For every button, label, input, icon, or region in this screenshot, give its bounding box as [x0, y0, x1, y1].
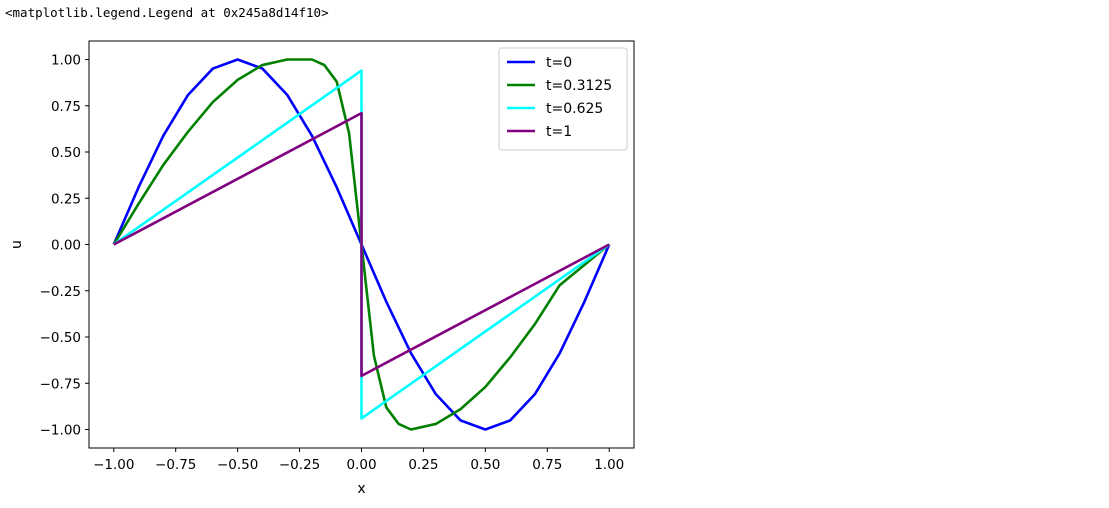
x-tick-label: −0.25 — [279, 457, 320, 473]
y-tick-label: 0.00 — [51, 238, 81, 254]
y-tick-label: −0.25 — [40, 284, 81, 300]
x-tick-label: 0.75 — [532, 457, 562, 473]
x-tick-label: 1.00 — [594, 457, 624, 473]
y-tick-label: −0.50 — [40, 330, 81, 346]
y-tick-label: 1.00 — [51, 53, 81, 69]
x-tick-label: −0.50 — [217, 457, 258, 473]
y-tick-label: −1.00 — [40, 423, 81, 439]
legend-label-3: t=1 — [546, 124, 572, 140]
legend-box — [498, 47, 628, 151]
y-ticks: −1.00 −0.75 −0.50 −0.25 0.00 0.25 0.50 0.75 1.00 — [40, 53, 89, 439]
x-tick-label: 0.25 — [408, 457, 438, 473]
legend-label-1: t=0.3125 — [546, 78, 612, 94]
series-line-3 — [113, 111, 610, 378]
legend: t=0 t=0.3125 t=0.625 t=1 — [498, 47, 628, 151]
x-tick-label: 0.50 — [470, 457, 500, 473]
y-tick-label: 0.25 — [51, 191, 81, 207]
legend-label-2: t=0.625 — [546, 101, 603, 117]
output-repr-text: <matplotlib.legend.Legend at 0x245a8d14f… — [5, 5, 329, 20]
x-tick-label: −0.75 — [155, 457, 196, 473]
y-tick-label: −0.75 — [40, 376, 81, 392]
x-ticks: −1.00 −0.75 −0.50 −0.25 0.00 0.25 0.50 0.75 1.00 — [93, 448, 624, 473]
legend-label-0: t=0 — [546, 55, 572, 71]
y-tick-label: 0.50 — [51, 145, 81, 161]
x-tick-label: −1.00 — [93, 457, 134, 473]
x-tick-label: 0.00 — [346, 457, 376, 473]
y-axis-label: u — [9, 240, 25, 249]
y-tick-label: 0.75 — [51, 99, 81, 115]
series-layer — [112, 58, 611, 431]
x-axis-label: x — [357, 481, 365, 497]
